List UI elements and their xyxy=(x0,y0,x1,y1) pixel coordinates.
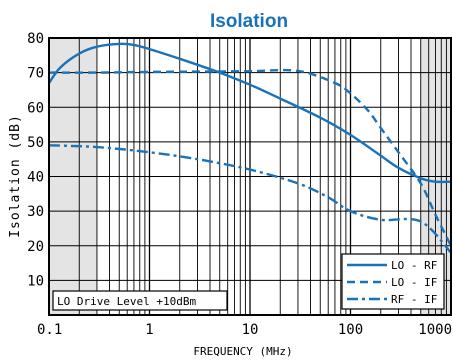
legend-label-rf-if: RF - IF xyxy=(391,293,437,306)
x-tick-label: 1000 xyxy=(418,322,452,338)
legend-label-lo-if: LO - IF xyxy=(391,276,437,289)
x-tick-label: 10 xyxy=(242,322,259,338)
x-axis-label: FREQUENCY (MHz) xyxy=(193,345,292,358)
y-tick-label: 20 xyxy=(27,239,44,255)
y-tick-label: 80 xyxy=(27,31,44,47)
y-tick-label: 10 xyxy=(27,273,44,289)
legend: LO - RF LO - IF RF - IF xyxy=(341,253,445,310)
x-tick-label: 1 xyxy=(145,322,153,338)
x-tick-label: 0.1 xyxy=(37,322,62,338)
y-tick-label: 60 xyxy=(27,100,44,116)
y-tick-label: 40 xyxy=(27,170,44,186)
drive-level-annotation: LO Drive Level +10dBm xyxy=(52,290,228,311)
x-tick-label: 100 xyxy=(338,322,363,338)
series-lines xyxy=(48,42,453,254)
legend-box xyxy=(341,253,445,310)
y-tick-labels: 10 20 30 40 50 60 70 80 xyxy=(27,31,44,289)
y-tick-label: 50 xyxy=(27,135,44,151)
y-tick-label: 30 xyxy=(27,204,44,220)
series-line-lo-rf xyxy=(48,42,452,184)
chart-title: Isolation xyxy=(210,11,288,32)
x-tick-labels: 0.1 1 10 100 1000 xyxy=(37,322,452,338)
y-axis-label: Isolation (dB) xyxy=(8,114,23,238)
series-line-lo-if xyxy=(48,68,453,247)
series-line-rf-if xyxy=(48,144,452,254)
plot-frame xyxy=(48,37,452,316)
legend-label-lo-rf: LO - RF xyxy=(391,259,437,272)
y-tick-label: 70 xyxy=(27,66,44,82)
drive-level-text: LO Drive Level +10dBm xyxy=(57,295,196,308)
